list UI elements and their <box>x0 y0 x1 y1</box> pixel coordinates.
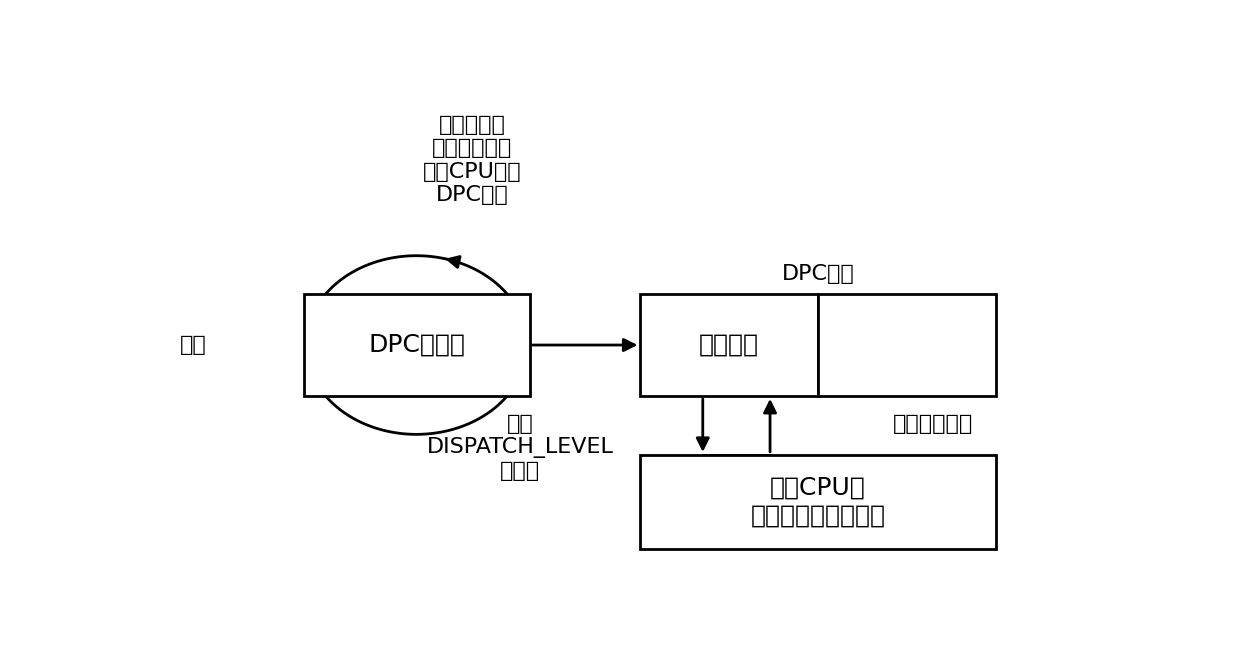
Bar <box>818 294 996 396</box>
Text: 执行实时任务: 执行实时任务 <box>893 414 973 434</box>
Bar <box>640 455 996 549</box>
Text: DPC定时器: DPC定时器 <box>368 333 465 357</box>
Text: 实时CPU核
（不接收外部中断）: 实时CPU核 （不接收外部中断） <box>750 476 885 528</box>
Bar <box>640 294 818 396</box>
Text: 定时: 定时 <box>180 335 207 355</box>
Text: 实时任务: 实时任务 <box>699 333 759 357</box>
Text: 发送
DISPATCH_LEVEL
级中断: 发送 DISPATCH_LEVEL 级中断 <box>427 414 614 481</box>
Text: 定时结束将
实时任务插入
实时CPU核的
DPC队列: 定时结束将 实时任务插入 实时CPU核的 DPC队列 <box>423 115 522 205</box>
Text: DPC队列: DPC队列 <box>781 264 854 284</box>
Bar <box>304 294 529 396</box>
